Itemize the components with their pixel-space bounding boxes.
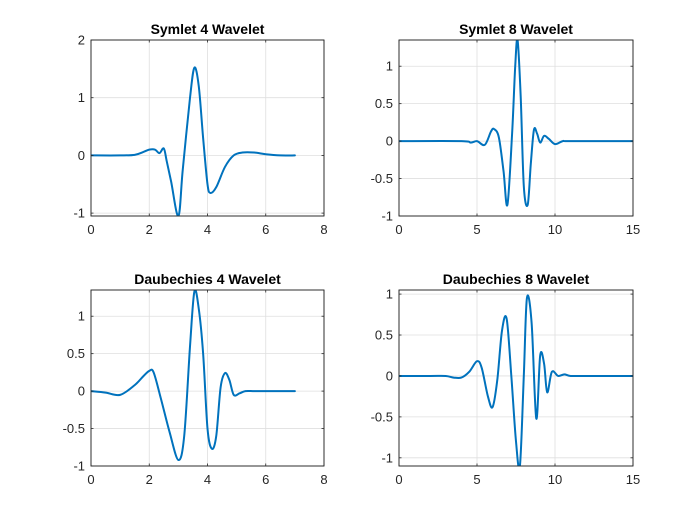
- y-tick-label: 0.5: [375, 328, 393, 343]
- x-tick-label: 6: [262, 472, 269, 487]
- y-tick-label: -1: [73, 459, 85, 474]
- axes-frame: [398, 289, 634, 467]
- x-tick-label: 5: [473, 472, 480, 487]
- subplot-3: 0 2 4 6 8 -1 -0.5 0 0.5 1 Daubechies 4 Wavelet: [63, 271, 328, 487]
- chart-title: Daubechies 4 Wavelet: [134, 271, 281, 287]
- x-tick-label: 0: [395, 472, 402, 487]
- x-tick-label: 4: [204, 222, 211, 237]
- wavelet-series-line: [399, 40, 633, 207]
- y-tick-label: -1: [381, 450, 393, 465]
- y-tick-label: 0.5: [67, 346, 85, 361]
- x-tick-label: 8: [320, 472, 327, 487]
- x-tick-label: 6: [262, 222, 269, 237]
- y-tick-label: 0.5: [375, 96, 393, 111]
- x-tick-label: 0: [87, 222, 94, 237]
- y-tick-label: -0.5: [371, 171, 393, 186]
- wavelet-series-line: [399, 294, 633, 466]
- x-tick-label: 0: [87, 472, 94, 487]
- y-tick-label: -1: [381, 209, 393, 224]
- subplot-4: 0 5 10 15 -1 -0.5 0 0.5 1 Daubechies 8 Wavelet: [371, 271, 641, 487]
- x-tick-label: 4: [204, 472, 211, 487]
- axes-frame: [398, 39, 634, 217]
- y-tick-label: -1: [73, 206, 85, 221]
- x-tick-label: 8: [320, 222, 327, 237]
- x-tick-label: 2: [146, 222, 153, 237]
- x-tick-label: 15: [626, 472, 640, 487]
- y-tick-label: -0.5: [63, 421, 85, 436]
- y-tick-label: 0: [78, 148, 85, 163]
- x-tick-label: 10: [548, 222, 562, 237]
- x-tick-label: 2: [146, 472, 153, 487]
- y-tick-label: 1: [386, 287, 393, 302]
- y-tick-label: 0: [386, 368, 393, 383]
- x-tick-label: 15: [626, 222, 640, 237]
- chart-title: Symlet 8 Wavelet: [459, 21, 573, 37]
- chart-title: Symlet 4 Wavelet: [151, 21, 265, 37]
- x-tick-label: 10: [548, 472, 562, 487]
- x-tick-label: 5: [473, 222, 480, 237]
- y-tick-label: 0: [386, 134, 393, 149]
- y-tick-label: -0.5: [371, 409, 393, 424]
- x-tick-label: 0: [395, 222, 402, 237]
- subplot-2: 0 5 10 15 -1 -0.5 0 0.5 1 Symlet 8 Wavelet: [371, 21, 641, 237]
- y-tick-label: 1: [386, 59, 393, 74]
- wavelet-series-line: [91, 66, 296, 216]
- y-tick-label: 0: [78, 384, 85, 399]
- chart-title: Daubechies 8 Wavelet: [443, 271, 590, 287]
- wavelet-series-line: [91, 290, 296, 462]
- y-tick-label: 2: [78, 33, 85, 48]
- y-tick-label: 1: [78, 309, 85, 324]
- y-tick-label: 1: [78, 90, 85, 105]
